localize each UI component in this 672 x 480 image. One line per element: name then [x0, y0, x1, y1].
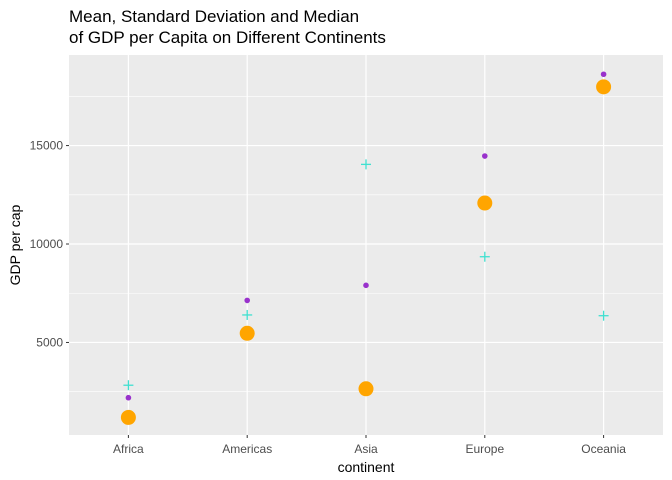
sd-point-americas	[242, 309, 253, 320]
y-tick-label-2: 15000	[30, 139, 64, 153]
x-tick-label-4: Oceania	[581, 442, 626, 456]
median-point-americas	[239, 325, 255, 341]
y-tick-label-1: 10000	[30, 237, 64, 251]
mean-point-europe	[482, 153, 488, 159]
median-point-asia	[358, 381, 374, 397]
median-point-oceania	[596, 79, 612, 95]
x-axis-ticks: Africa Americas Asia Europe Oceania	[113, 435, 626, 456]
x-axis-title: continent	[338, 459, 395, 475]
median-point-africa	[120, 409, 136, 425]
data-marks	[120, 71, 612, 425]
y-tick-label-0: 5000	[36, 335, 63, 349]
x-tick-label-0: Africa	[113, 442, 144, 456]
chart-title-line-1: Mean, Standard Deviation and Median	[69, 7, 359, 26]
x-tick-label-2: Asia	[354, 442, 378, 456]
x-tick-label-1: Americas	[222, 442, 272, 456]
sd-point-europe	[479, 251, 490, 262]
sd-point-asia	[361, 159, 371, 170]
y-axis-title: GDP per cap	[7, 204, 23, 285]
mean-point-africa	[125, 394, 132, 401]
y-axis-ticks: 5000 10000 15000	[30, 139, 69, 349]
median-point-europe	[477, 195, 493, 211]
mean-point-oceania	[600, 71, 607, 78]
mean-point-americas	[244, 297, 250, 304]
mean-point-asia	[363, 282, 369, 289]
chart-title-line-2: of GDP per Capita on Different Continent…	[69, 28, 386, 47]
sd-point-africa	[123, 380, 134, 391]
sd-point-oceania	[598, 310, 609, 321]
x-tick-label-3: Europe	[465, 442, 504, 456]
major-gridlines	[69, 55, 663, 435]
